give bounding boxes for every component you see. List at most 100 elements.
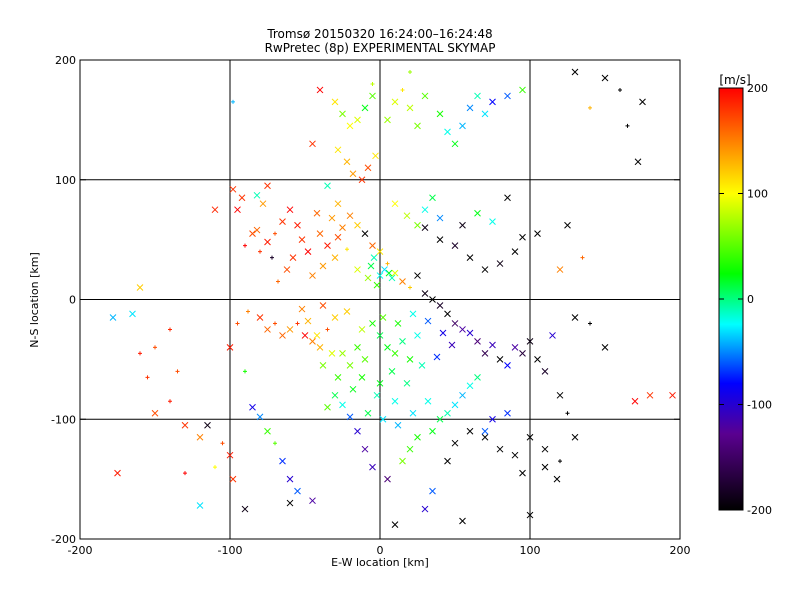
data-point	[309, 140, 316, 148]
data-point	[298, 236, 306, 243]
data-point	[409, 310, 417, 318]
data-point	[384, 344, 391, 351]
data-point	[489, 98, 496, 106]
data-point	[301, 332, 309, 339]
data-point	[243, 369, 247, 374]
data-point	[451, 439, 459, 447]
data-point	[408, 285, 412, 290]
data-point	[319, 362, 327, 369]
data-point	[429, 194, 436, 202]
data-point	[618, 87, 622, 92]
data-point	[399, 457, 406, 465]
data-point	[319, 262, 327, 270]
data-point	[213, 465, 217, 470]
data-point	[249, 403, 256, 411]
data-point	[376, 248, 384, 255]
data-point	[138, 351, 142, 356]
data-point	[631, 397, 639, 405]
data-point	[421, 206, 429, 214]
data-point	[519, 469, 526, 477]
data-point	[399, 278, 406, 285]
data-point	[331, 98, 339, 106]
x-tick-label: 100	[520, 544, 541, 557]
x-axis-label: E-W location [km]	[331, 556, 429, 569]
data-point	[474, 373, 481, 381]
data-point	[436, 214, 444, 222]
data-point	[541, 367, 549, 375]
data-point	[279, 218, 286, 226]
data-point	[424, 317, 432, 325]
data-point	[358, 326, 366, 333]
data-point	[388, 274, 396, 282]
data-point	[370, 81, 375, 86]
data-point	[489, 341, 496, 349]
data-point	[409, 409, 417, 417]
data-point	[316, 86, 324, 94]
data-point	[391, 98, 399, 106]
data-point	[249, 230, 256, 237]
data-point	[258, 249, 262, 254]
data-point	[358, 176, 366, 184]
data-point	[451, 401, 459, 409]
data-point	[541, 445, 549, 453]
data-point	[354, 266, 361, 273]
data-point	[346, 122, 354, 130]
data-point	[339, 401, 346, 409]
axis-ticks: -200 -100 0 100 200 -200 -100 0 100 200	[51, 54, 690, 557]
data-point	[556, 266, 564, 273]
data-point	[400, 87, 405, 92]
data-point	[313, 209, 321, 217]
data-point	[558, 459, 562, 464]
data-point	[496, 445, 504, 453]
data-point	[436, 302, 444, 309]
data-point	[324, 182, 331, 190]
data-point	[226, 451, 234, 459]
data-point	[391, 350, 399, 357]
data-point	[459, 517, 466, 525]
data-point	[256, 314, 264, 321]
data-point	[601, 74, 609, 82]
data-point	[364, 164, 372, 172]
data-point	[466, 104, 474, 112]
data-point	[343, 308, 351, 315]
data-point	[439, 329, 447, 337]
data-point	[436, 415, 444, 423]
data-point	[436, 236, 444, 243]
data-point	[294, 221, 301, 229]
data-point	[385, 269, 393, 277]
chart-title: Tromsø 20150320 16:24:00–16:24:48	[266, 27, 492, 41]
data-point	[418, 362, 426, 369]
data-point	[534, 356, 541, 363]
data-point	[519, 350, 526, 357]
data-point	[204, 421, 211, 429]
data-point	[264, 427, 271, 435]
data-point	[334, 233, 342, 241]
data-point	[556, 391, 564, 399]
data-point	[339, 110, 346, 118]
data-point	[489, 218, 496, 226]
data-point	[183, 471, 187, 476]
data-point	[429, 487, 436, 495]
data-point	[253, 226, 261, 234]
data-point	[580, 255, 585, 260]
colorbar-tick-label: 100	[747, 188, 768, 201]
data-point	[421, 224, 429, 232]
data-point	[270, 255, 274, 260]
data-point	[309, 338, 316, 345]
data-point	[406, 445, 414, 453]
x-tick-label: 0	[377, 544, 384, 557]
data-point	[196, 433, 204, 441]
data-point	[153, 345, 157, 350]
data-point	[316, 230, 324, 237]
colorbar-tick-label: -100	[747, 399, 772, 412]
data-point	[414, 122, 421, 130]
data-point	[565, 411, 570, 416]
x-tick-label: 200	[670, 544, 691, 557]
data-point	[571, 68, 579, 76]
data-point	[331, 391, 339, 399]
data-point	[334, 146, 342, 154]
data-point	[444, 457, 451, 465]
y-tick-label: -100	[51, 413, 76, 426]
data-point	[481, 266, 489, 273]
